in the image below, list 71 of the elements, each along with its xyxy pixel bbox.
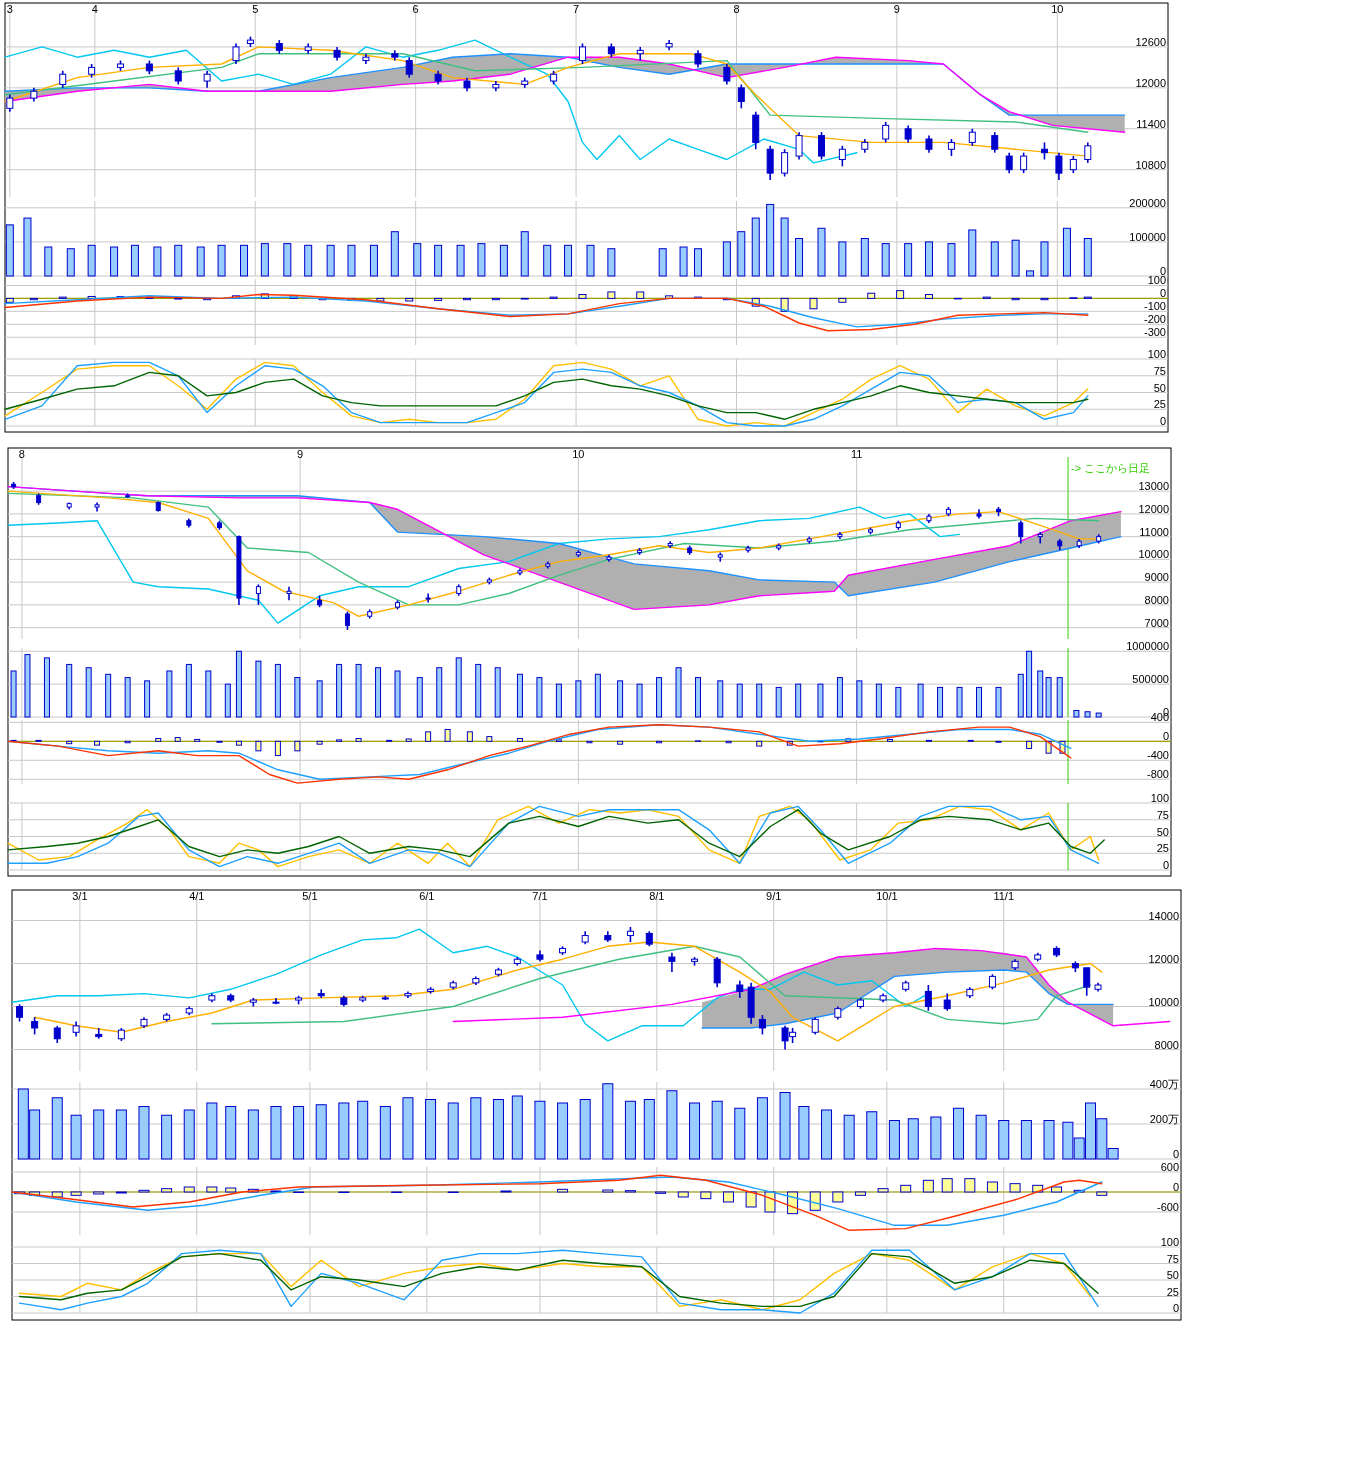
y-tick-label: 50 bbox=[1156, 825, 1169, 838]
ref-line-label: -> ここから日足 bbox=[1071, 462, 1151, 474]
x-tick-label: 4/1 bbox=[189, 890, 205, 902]
x-tick-label: 9 bbox=[893, 3, 900, 15]
y-tick-label: 50 bbox=[1153, 381, 1166, 394]
y-tick-label: 0 bbox=[1172, 1302, 1179, 1314]
x-tick-label: 3 bbox=[6, 3, 13, 15]
y-tick-label: 10000 bbox=[1148, 995, 1179, 1008]
y-tick-label: 100 bbox=[1150, 792, 1169, 804]
y-tick-label: 100 bbox=[1160, 1236, 1179, 1248]
x-tick-label: 3/1 bbox=[72, 890, 88, 902]
x-tick-label: 8 bbox=[733, 3, 740, 15]
y-tick-label: 0 bbox=[1159, 415, 1166, 427]
y-tick-label: 100 bbox=[1147, 348, 1166, 360]
y-tick-label: 25 bbox=[1156, 842, 1169, 855]
x-tick-label: 4 bbox=[91, 3, 98, 15]
y-tick-label: -300 bbox=[1143, 326, 1166, 339]
y-tick-label: 7000 bbox=[1144, 616, 1169, 629]
y-tick-label: 50 bbox=[1166, 1269, 1179, 1281]
y-tick-label: -400 bbox=[1146, 749, 1169, 762]
y-tick-label: 100 bbox=[1147, 274, 1166, 287]
x-tick-label: 11/1 bbox=[993, 890, 1015, 902]
x-tick-label: 8 bbox=[18, 448, 25, 460]
y-tick-label: 0 bbox=[1172, 1148, 1179, 1160]
y-tick-label: -600 bbox=[1156, 1200, 1179, 1213]
y-tick-label: 0 bbox=[1172, 1180, 1179, 1193]
x-tick-label: 9/1 bbox=[766, 890, 782, 902]
y-tick-label: 12000 bbox=[1135, 76, 1166, 89]
y-tick-label: 25 bbox=[1166, 1285, 1179, 1298]
y-tick-label: 200000 bbox=[1129, 196, 1166, 209]
y-tick-label: 10000 bbox=[1138, 548, 1169, 561]
y-tick-label: 0 bbox=[1162, 730, 1169, 743]
y-tick-label: 8000 bbox=[1144, 593, 1169, 606]
x-tick-label: 6/1 bbox=[419, 890, 435, 902]
x-tick-label: 9 bbox=[297, 448, 304, 460]
y-tick-label: 1000000 bbox=[1126, 640, 1169, 653]
y-tick-label: 12000 bbox=[1148, 952, 1179, 965]
y-tick-label: 11000 bbox=[1139, 525, 1169, 538]
x-tick-label: 5 bbox=[252, 3, 259, 15]
y-tick-label: 0 bbox=[1159, 265, 1166, 277]
x-tick-label: 5/1 bbox=[302, 890, 318, 902]
y-tick-label: 8000 bbox=[1154, 1038, 1179, 1051]
x-tick-label: 8/1 bbox=[649, 890, 665, 902]
y-tick-label: 75 bbox=[1156, 808, 1169, 821]
y-tick-label: 75 bbox=[1166, 1252, 1179, 1265]
y-tick-label: 600 bbox=[1160, 1161, 1179, 1173]
y-tick-label: 9000 bbox=[1144, 571, 1169, 584]
y-tick-label: 75 bbox=[1153, 364, 1166, 377]
x-tick-label: 10 bbox=[1051, 3, 1064, 15]
y-tick-label: 25 bbox=[1153, 398, 1166, 411]
y-tick-label: 10800 bbox=[1135, 158, 1166, 171]
x-tick-label: 10/1 bbox=[876, 890, 898, 902]
y-tick-label: 11400 bbox=[1136, 117, 1166, 130]
x-tick-label: 10 bbox=[572, 448, 585, 460]
y-tick-label: 400万 bbox=[1149, 1078, 1179, 1090]
x-tick-label: 6 bbox=[412, 3, 419, 15]
y-tick-label: 200万 bbox=[1149, 1113, 1179, 1125]
x-tick-label: 7/1 bbox=[532, 890, 548, 902]
y-tick-label: 100000 bbox=[1129, 230, 1166, 243]
y-tick-label: 14000 bbox=[1148, 909, 1179, 922]
y-tick-label: -200 bbox=[1143, 313, 1166, 326]
y-tick-label: 13000 bbox=[1138, 480, 1169, 493]
x-tick-label: 7 bbox=[573, 3, 580, 15]
y-tick-label: -800 bbox=[1146, 768, 1169, 781]
y-tick-label: 0 bbox=[1159, 287, 1166, 300]
x-tick-label: 11 bbox=[850, 448, 863, 460]
y-tick-label: -100 bbox=[1143, 300, 1166, 313]
y-tick-label: 500000 bbox=[1132, 673, 1169, 686]
y-tick-label: 0 bbox=[1162, 859, 1169, 871]
y-tick-label: 12000 bbox=[1138, 502, 1169, 515]
y-tick-label: 12600 bbox=[1135, 35, 1166, 48]
